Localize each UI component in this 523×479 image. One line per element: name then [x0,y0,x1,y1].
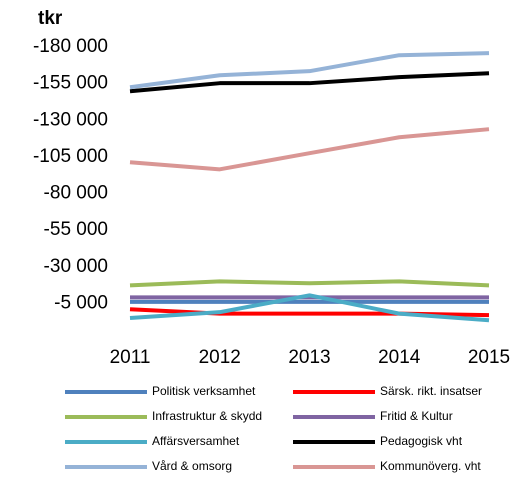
series-line [129,279,490,288]
y-tick-label: -130 000 [33,109,108,130]
legend-label: Särsk. rikt. insatser [380,384,482,398]
y-tick-label: -105 000 [33,146,108,167]
series-line [129,127,490,172]
x-tick-label: 2013 [288,347,330,368]
y-tick-label: -80 000 [44,183,108,204]
chart-title: tkr [38,8,63,29]
legend-label: Vård & omsorg [152,459,232,473]
x-tick-label: 2015 [468,347,510,368]
x-tick-label: 2011 [110,347,151,368]
legend-label: Fritid & Kultur [380,409,453,423]
legend-label: Affärsversamhet [152,434,240,448]
legend-label: Kommunöverg. vht [380,459,481,473]
y-tick-label: -155 000 [33,73,108,94]
legend-label: Politisk verksamhet [152,384,256,398]
y-tick-label: -55 000 [44,219,108,240]
y-tick-label: -180 000 [33,36,108,57]
y-tick-label: -5 000 [54,292,108,313]
series-line [129,293,490,323]
legend-label: Infrastruktur & skydd [152,409,262,423]
series-line [129,51,490,90]
legend-label: Pedagogisk vht [380,434,463,448]
series-line [129,71,490,94]
x-tick-label: 2012 [199,347,241,368]
x-tick-label: 2014 [378,347,421,368]
y-tick-label: -30 000 [44,256,108,277]
